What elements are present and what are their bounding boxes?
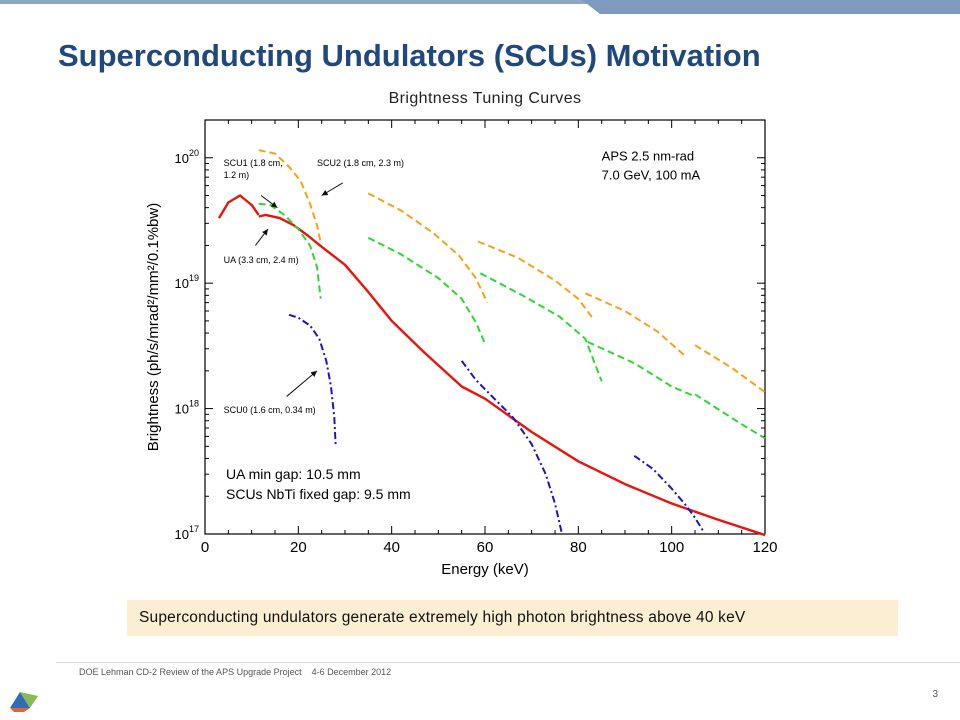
info-box-text: APS 2.5 nm-rad <box>602 149 695 164</box>
series-line-1 <box>587 340 696 398</box>
series-line-2 <box>258 149 322 244</box>
series-line-1 <box>367 236 486 344</box>
y-tick-label: 1019 <box>175 273 199 291</box>
x-tick-label: 20 <box>290 539 307 556</box>
series-line-1 <box>258 202 322 299</box>
x-axis-label: Energy (keV) <box>441 561 529 578</box>
annotation-arrow <box>286 370 318 397</box>
series-line-1 <box>479 272 603 382</box>
x-tick-label: 80 <box>570 539 587 556</box>
footer-divider <box>56 662 960 663</box>
series-line-3 <box>633 454 706 534</box>
y-tick-label: 1018 <box>175 399 199 417</box>
chart-title: Brightness Tuning Curves <box>388 90 582 107</box>
annotation-label: SCU2 (1.8 cm, 2.3 m) <box>317 158 404 168</box>
y-tick-exponent: 17 <box>189 524 199 534</box>
x-tick-label: 120 <box>752 539 777 556</box>
x-tick-label: 40 <box>383 539 400 556</box>
brightness-chart: 0 20 40 60 80 100 120 1017 1018 1019 1020 Energy (k… <box>145 119 778 578</box>
x-tick-label: 100 <box>659 539 684 556</box>
annotation-arrow <box>260 195 278 209</box>
y-tick-exponent: 19 <box>189 273 199 283</box>
info-box-text: 7.0 GeV, 100 mA <box>602 168 701 183</box>
y-tick-label: 1020 <box>175 148 199 166</box>
gap-note-text: UA min gap: 10.5 mm <box>226 466 361 482</box>
callout-box: Superconducting undulators generate extr… <box>127 600 898 636</box>
x-tick-label: 0 <box>201 539 209 556</box>
annotation-label: 1.2 m) <box>224 170 250 180</box>
top-band-right <box>582 0 960 14</box>
annotation-label: SCU1 (1.8 cm, <box>224 158 283 168</box>
annotation-label: UA (3.3 cm, 2.4 m) <box>224 255 299 265</box>
y-tick-label: 1017 <box>175 524 199 542</box>
annotation-label: SCU0 (1.6 cm, 0.34 m) <box>224 405 316 415</box>
annotation-arrow <box>321 182 343 196</box>
footer-date: 4-6 December 2012 <box>311 667 392 677</box>
top-band-left <box>0 0 590 4</box>
series-line-2 <box>584 292 687 358</box>
series-line-0 <box>217 194 260 219</box>
page-number: 3 <box>932 689 938 700</box>
y-axis-label: Brightness (ph/s/mrad²/mm²/0.1%bw) <box>145 203 162 451</box>
callout-text: Superconducting undulators generate extr… <box>139 609 746 626</box>
series-line-0 <box>258 213 766 537</box>
y-tick-exponent: 18 <box>189 399 199 409</box>
series-line-2 <box>694 344 766 394</box>
gap-note-text: SCUs NbTi fixed gap: 9.5 mm <box>226 486 411 502</box>
footer: DOE Lehman CD-2 Review of the APS Upgrad… <box>79 667 391 677</box>
argonne-logo-icon <box>10 692 38 712</box>
footer-review-text: DOE Lehman CD-2 Review of the APS Upgrad… <box>79 667 302 677</box>
slide-title: Superconducting Undulators (SCUs) Motiva… <box>58 38 761 73</box>
series-line-3 <box>460 360 563 535</box>
series-line-3 <box>288 313 337 447</box>
x-tick-label: 60 <box>477 539 494 556</box>
y-tick-exponent: 20 <box>189 148 199 158</box>
annotation-arrow <box>255 228 269 246</box>
series-line-2 <box>477 240 594 319</box>
series-line-1 <box>694 393 766 440</box>
top-decoration <box>0 0 960 14</box>
series-line-2 <box>367 192 489 304</box>
